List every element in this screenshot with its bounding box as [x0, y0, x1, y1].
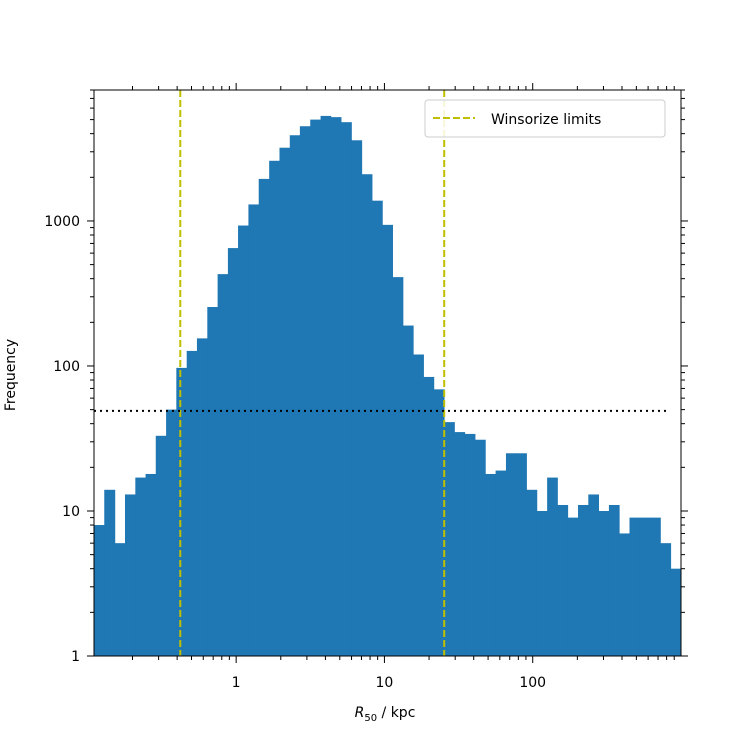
histogram-bar-13	[227, 248, 239, 656]
histogram-bar-55	[660, 543, 672, 656]
histogram-bar-1	[104, 489, 116, 656]
histogram-bar-42	[526, 489, 538, 656]
histogram-bar-26	[361, 174, 373, 656]
histogram-bar-25	[351, 140, 363, 656]
histogram-bar-53	[639, 517, 651, 656]
histogram-bar-21	[310, 119, 321, 657]
histogram-bar-44	[547, 477, 558, 656]
histogram-bar-51	[619, 533, 630, 656]
histogram-bar-33	[433, 389, 445, 656]
histogram-bar-37	[475, 439, 486, 656]
histogram-bar-48	[588, 494, 600, 656]
histogram-bar-40	[505, 453, 517, 656]
histogram-bar-28	[382, 224, 393, 657]
histogram-bars	[94, 115, 682, 657]
legend: Winsorize limits	[424, 99, 666, 138]
histogram-bar-29	[392, 277, 404, 656]
histogram-bar-54	[650, 517, 661, 656]
histogram-bar-14	[238, 225, 249, 656]
histogram-bar-47	[578, 504, 589, 656]
y-tick-label-10: 10	[62, 504, 80, 520]
histogram-bar-15	[248, 204, 260, 656]
histogram-bar-2	[114, 543, 126, 656]
winsorize-lines	[179, 90, 446, 656]
x-tick-label-1: 1	[232, 675, 241, 691]
histogram-bar-36	[464, 433, 476, 656]
histogram-bar-20	[299, 126, 311, 657]
histogram-bar-46	[567, 517, 579, 656]
histogram-bar-52	[629, 517, 641, 656]
histogram-bar-45	[557, 504, 569, 656]
y-tick-label-100: 100	[53, 359, 80, 375]
legend-winsorize-label: Winsorize limits	[491, 112, 601, 128]
histogram-bar-39	[495, 470, 507, 656]
histogram-bar-3	[124, 494, 136, 656]
x-axis-symbol: R	[355, 705, 365, 721]
legend-box	[424, 99, 666, 138]
histogram-bar-24	[341, 122, 352, 656]
plot-frame	[93, 89, 682, 657]
histogram-bar-9	[186, 350, 198, 656]
histogram-bar-30	[402, 325, 414, 656]
x-tick-label-10: 10	[376, 675, 394, 691]
histogram-bar-7	[166, 409, 177, 656]
histogram-bar-10	[196, 338, 208, 656]
histogram-bar-38	[485, 473, 497, 656]
histogram-bar-49	[598, 510, 610, 656]
histogram-bar-16	[258, 178, 270, 656]
histogram-bar-4	[135, 477, 146, 656]
axis-ticks: 1 10 100 1 10 100 1000	[44, 83, 688, 691]
histogram-bar-27	[372, 200, 383, 657]
histogram-bar-32	[423, 376, 435, 656]
histogram-bar-12	[217, 274, 229, 656]
histogram-bar-43	[536, 510, 548, 656]
x-axis-subscript: 50	[364, 713, 377, 724]
x-axis-title: R50 / kpc	[355, 705, 416, 724]
histogram-bar-19	[289, 135, 301, 657]
histogram-bar-17	[269, 160, 280, 656]
histogram-bar-34	[444, 422, 455, 656]
histogram-bar-8	[176, 367, 188, 656]
histogram-bar-5	[145, 473, 157, 656]
histogram-bar-18	[279, 147, 291, 656]
histogram-bar-22	[320, 115, 332, 657]
histogram-bar-23	[330, 117, 342, 656]
y-tick-label-1000: 1000	[44, 214, 80, 230]
y-axis-title: Frequency	[3, 339, 19, 411]
histogram-bar-35	[454, 432, 466, 656]
histogram-bar-0	[94, 525, 105, 656]
histogram-bar-41	[516, 453, 527, 656]
histogram-bar-6	[155, 435, 167, 656]
histogram-bar-31	[413, 354, 424, 656]
histogram-bar-56	[670, 568, 682, 656]
histogram-bar-11	[207, 307, 219, 656]
histogram-bar-50	[608, 504, 620, 656]
x-tick-label-100: 100	[519, 675, 546, 691]
x-axis-unit: / kpc	[377, 705, 415, 721]
y-tick-label-1: 1	[71, 649, 80, 665]
